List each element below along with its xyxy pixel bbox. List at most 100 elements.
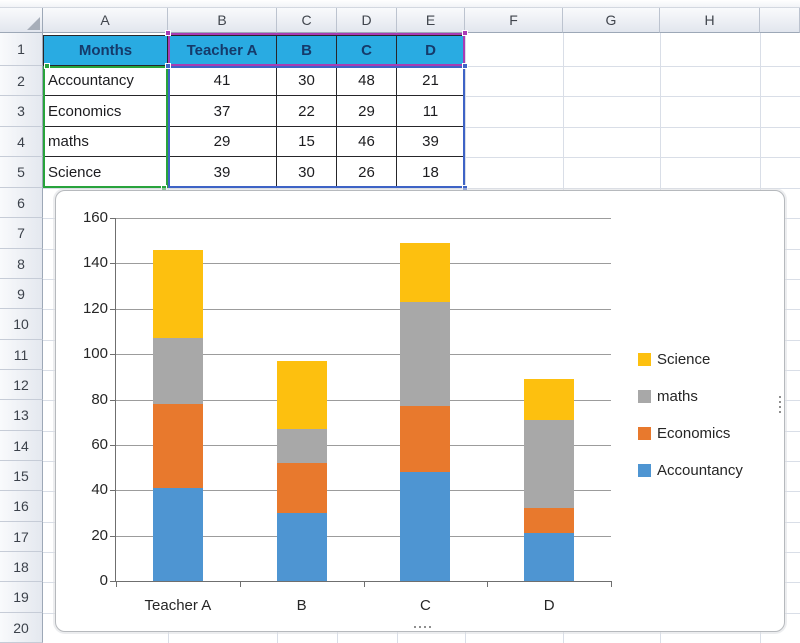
bar-segment-maths-c[interactable] xyxy=(400,301,451,407)
y-axis-tick-label: 100 xyxy=(82,345,108,363)
row-header-8[interactable]: 8 xyxy=(0,249,43,279)
chart-resize-handle-bottom[interactable] xyxy=(414,626,431,628)
bar-segment-science-c[interactable] xyxy=(400,242,451,302)
bar-segment-accountancy-c[interactable] xyxy=(400,472,451,581)
row-header-1[interactable]: 1 xyxy=(0,33,43,66)
column-header-G[interactable]: G xyxy=(563,8,660,33)
row-header-3[interactable]: 3 xyxy=(0,96,43,127)
bar-segment-accountancy-b[interactable] xyxy=(276,512,327,581)
row-header-10[interactable]: 10 xyxy=(0,309,43,340)
legend-swatch-icon xyxy=(638,389,651,403)
column-header-F[interactable]: F xyxy=(465,8,563,33)
bar-segment-economics-b[interactable] xyxy=(276,463,327,513)
table-value-cell[interactable]: 39 xyxy=(397,127,465,157)
table-value-cell[interactable]: 39 xyxy=(168,157,277,188)
table-value-cell[interactable]: 48 xyxy=(337,66,397,96)
x-axis-category-label: Teacher A xyxy=(144,597,212,614)
range-handle xyxy=(462,30,468,36)
table-value-cell[interactable]: 29 xyxy=(337,96,397,127)
row-header-14[interactable]: 14 xyxy=(0,431,43,461)
row-header-16[interactable]: 16 xyxy=(0,491,43,522)
bar-segment-accountancy-d[interactable] xyxy=(524,533,575,581)
legend-label: maths xyxy=(657,387,698,405)
bar-segment-maths-teacher-a[interactable] xyxy=(152,338,203,405)
row-header-19[interactable]: 19 xyxy=(0,582,43,613)
y-axis-tick-label: 0 xyxy=(99,572,108,589)
x-axis-tick xyxy=(611,581,612,587)
category-range-highlight xyxy=(43,66,168,188)
row-header-5[interactable]: 5 xyxy=(0,157,43,188)
chart-gridline xyxy=(116,218,611,219)
table-row-label-cell[interactable]: Economics xyxy=(43,96,168,127)
table-value-cell[interactable]: 41 xyxy=(168,66,277,96)
table-row-label-cell[interactable]: Science xyxy=(43,157,168,188)
legend-item-science[interactable]: Science xyxy=(638,349,710,369)
column-header-D[interactable]: D xyxy=(337,8,397,33)
legend-swatch-icon xyxy=(638,426,651,440)
range-handle xyxy=(165,30,171,36)
table-row-label-cell[interactable]: maths xyxy=(43,127,168,157)
y-axis-tick xyxy=(110,263,116,265)
bar-segment-economics-d[interactable] xyxy=(524,508,575,534)
table-value-cell[interactable]: 30 xyxy=(277,66,337,96)
chart-gridline xyxy=(116,354,611,356)
column-header-E[interactable]: E xyxy=(397,8,465,33)
bar-segment-accountancy-teacher-a[interactable] xyxy=(152,487,203,581)
table-value-cell[interactable]: 29 xyxy=(168,127,277,157)
table-value-cell[interactable]: 21 xyxy=(397,66,465,96)
x-axis-category-label: B xyxy=(296,597,307,614)
y-axis-tick-label: 160 xyxy=(82,209,108,226)
table-header-cell[interactable]: C xyxy=(337,35,397,66)
row-header-12[interactable]: 12 xyxy=(0,370,43,400)
bar-segment-maths-b[interactable] xyxy=(276,428,327,464)
table-value-cell[interactable]: 15 xyxy=(277,127,337,157)
row-header-6[interactable]: 6 xyxy=(0,188,43,218)
y-axis-tick xyxy=(110,444,116,446)
row-header-13[interactable]: 13 xyxy=(0,400,43,431)
y-axis-tick xyxy=(110,399,116,401)
table-value-cell[interactable]: 30 xyxy=(277,157,337,188)
column-header-H[interactable]: H xyxy=(660,8,760,33)
bar-segment-maths-d[interactable] xyxy=(524,419,575,509)
column-header-C[interactable]: C xyxy=(277,8,337,33)
chart[interactable]: 0 20 40 60 80 100 120 140 160 Teacher A B C D Scien… xyxy=(55,190,785,632)
row-header-7[interactable]: 7 xyxy=(0,218,43,249)
bar-segment-economics-c[interactable] xyxy=(400,406,451,473)
table-value-cell[interactable]: 46 xyxy=(337,127,397,157)
y-axis-tick xyxy=(110,535,116,537)
table-header-cell[interactable]: Teacher A xyxy=(168,35,277,66)
row-header-17[interactable]: 17 xyxy=(0,522,43,552)
row-header-9[interactable]: 9 xyxy=(0,279,43,309)
row-header-4[interactable]: 4 xyxy=(0,127,43,157)
table-header-cell[interactable]: B xyxy=(277,35,337,66)
row-header-18[interactable]: 18 xyxy=(0,552,43,582)
sheet-gridline-h xyxy=(43,188,800,189)
y-axis-tick-label: 140 xyxy=(82,254,108,272)
legend-item-maths[interactable]: maths xyxy=(638,386,698,406)
column-header-B[interactable]: B xyxy=(168,8,277,33)
select-all-button[interactable] xyxy=(0,8,43,33)
table-value-cell[interactable]: 22 xyxy=(277,96,337,127)
legend-item-accountancy[interactable]: Accountancy xyxy=(638,460,743,480)
table-header-cell[interactable]: Months xyxy=(43,35,168,66)
row-header-15[interactable]: 15 xyxy=(0,461,43,491)
legend-label: Accountancy xyxy=(657,461,743,479)
chart-resize-handle-right[interactable] xyxy=(779,396,781,413)
column-header-partial[interactable] xyxy=(760,8,800,33)
row-header-20[interactable]: 20 xyxy=(0,613,43,643)
worksheet-top-strip xyxy=(0,0,800,8)
legend-swatch-icon xyxy=(638,463,651,477)
bar-segment-economics-teacher-a[interactable] xyxy=(152,404,203,488)
legend-item-economics[interactable]: Economics xyxy=(638,423,730,443)
table-value-cell[interactable]: 11 xyxy=(397,96,465,127)
table-value-cell[interactable]: 26 xyxy=(337,157,397,188)
table-row-label-cell[interactable]: Accountancy xyxy=(43,66,168,96)
column-header-A[interactable]: A xyxy=(43,8,168,33)
chart-gridline xyxy=(116,308,611,310)
bar-segment-science-b[interactable] xyxy=(276,360,327,429)
table-value-cell[interactable]: 37 xyxy=(168,96,277,127)
row-header-2[interactable]: 2 xyxy=(0,66,43,96)
bar-segment-science-d[interactable] xyxy=(524,379,575,420)
bar-segment-science-teacher-a[interactable] xyxy=(152,249,203,339)
row-header-11[interactable]: 11 xyxy=(0,340,43,370)
